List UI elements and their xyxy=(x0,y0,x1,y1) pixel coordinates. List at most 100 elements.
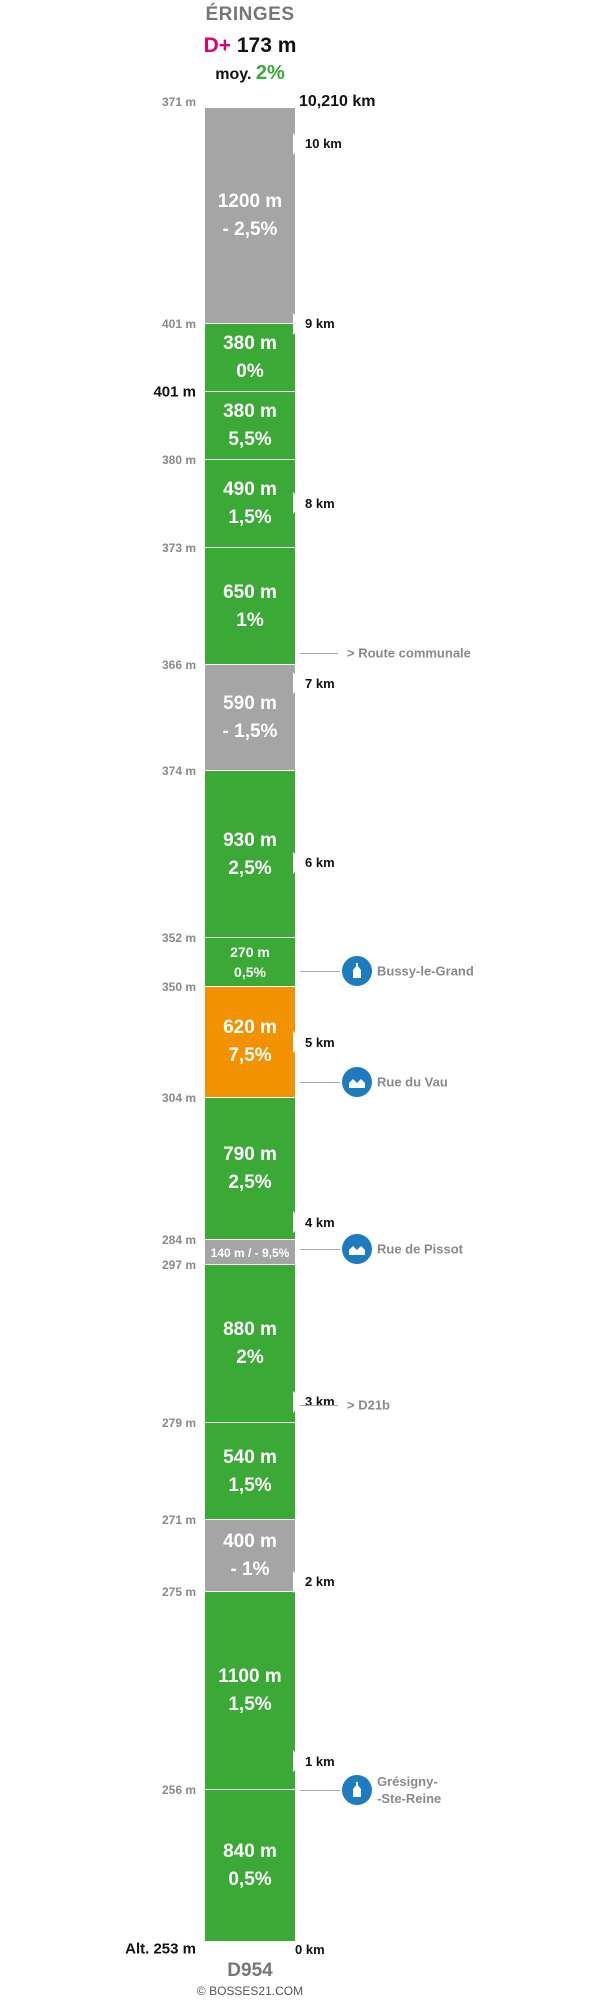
altitude-label: 371 m xyxy=(161,95,196,109)
segment-green: 1100 m 1,5% xyxy=(205,1592,295,1791)
church-icon xyxy=(342,1775,372,1806)
segment-length: 1100 m xyxy=(218,1666,282,1688)
altitude-label: 374 m xyxy=(161,764,196,779)
segment-grade: 0,5% xyxy=(234,964,266,981)
annotation-leader xyxy=(300,1249,340,1251)
segment-green: 650 m 1% xyxy=(205,548,295,666)
altitude-label: 401 m xyxy=(161,316,196,331)
km-label: 1 km xyxy=(305,1753,335,1769)
annotation-label: > Route communale xyxy=(347,645,471,660)
segment-grade: - 1% xyxy=(230,1559,270,1581)
segment-length: 1200 m xyxy=(217,190,283,212)
segment-green: 380 m 5,5% xyxy=(205,391,295,461)
segment-grade: 2,5% xyxy=(228,1172,272,1194)
km-label: 6 km xyxy=(305,855,335,871)
houses-icon xyxy=(342,1067,372,1097)
segment-orange: 620 m 7,5% xyxy=(205,986,295,1099)
km-notch xyxy=(293,1031,303,1054)
altitude-label: 279 m xyxy=(161,1416,196,1431)
altitude-label: 350 m xyxy=(161,979,196,994)
segment-grade: 2,5% xyxy=(228,857,272,879)
segment-grade: 2% xyxy=(236,1347,264,1369)
km-label: 9 km xyxy=(305,316,335,332)
segment-length: 590 m xyxy=(223,693,277,715)
km-marker: 8 km xyxy=(293,492,335,515)
segment-length: 650 m xyxy=(223,581,277,603)
km-marker: 7 km xyxy=(293,672,335,695)
altitude-label: 271 m xyxy=(161,1513,196,1528)
km-label: 0 km xyxy=(295,1941,325,1957)
altitude-label: 366 m xyxy=(161,658,196,673)
credit: © BOSSES21.COM xyxy=(196,1984,304,1998)
segment-green: 270 m 0,5% xyxy=(205,938,295,987)
segment-grey: 1200 m - 2,5% xyxy=(205,108,295,324)
km-notch xyxy=(293,672,303,695)
altitude-label: 284 m xyxy=(161,1233,196,1248)
km-notch xyxy=(293,851,303,874)
altitude-label: 401 m xyxy=(153,383,196,401)
segment-green: 490 m 1,5% xyxy=(205,460,295,549)
altitude-label: 256 m xyxy=(161,1783,196,1798)
km-notch xyxy=(293,1750,303,1773)
km-marker: 9 km xyxy=(293,312,335,335)
segment-grade: 5,5% xyxy=(228,429,272,451)
annotation-label: Rue du Vau xyxy=(377,1074,448,1090)
km-marker: 5 km xyxy=(293,1031,335,1054)
km-label: 8 km xyxy=(305,495,335,511)
km-label: 5 km xyxy=(305,1034,335,1050)
segment-grade: 1,5% xyxy=(228,507,272,529)
avg-value: 2% xyxy=(255,62,285,84)
segment-grey: 590 m - 1,5% xyxy=(205,665,295,772)
km-label: 7 km xyxy=(305,675,335,691)
segment-length: 840 m xyxy=(223,1840,277,1862)
segment-green: 790 m 2,5% xyxy=(205,1098,295,1241)
km-marker: 2 km xyxy=(293,1570,335,1593)
km-marker: 0 km xyxy=(293,1938,325,1960)
km-label: 10 km xyxy=(305,136,342,152)
km-marker: 1 km xyxy=(293,1750,335,1773)
km-marker: 6 km xyxy=(293,851,335,874)
altitude-label: 373 m xyxy=(161,541,196,556)
km-label: 2 km xyxy=(305,1574,335,1590)
houses-icon xyxy=(342,1234,372,1265)
altitude-label: 304 m xyxy=(161,1091,196,1106)
dplus-label: D+ xyxy=(203,34,232,57)
segment-grade: 0% xyxy=(236,360,264,382)
km-notch xyxy=(293,1390,303,1413)
segment-green: 930 m 2,5% xyxy=(205,771,295,939)
segment-length: 380 m xyxy=(223,332,277,354)
segment-length: 540 m xyxy=(223,1446,277,1468)
segment-green: 840 m 0,5% xyxy=(205,1790,295,1941)
segment-length: 270 m xyxy=(230,944,270,961)
annotation-leader xyxy=(300,652,338,654)
annotation-label: > D21b xyxy=(347,1397,390,1413)
annotation-leader xyxy=(300,1405,338,1407)
segment-green: 540 m 1,5% xyxy=(205,1423,295,1521)
total-distance: 10,210 km xyxy=(299,93,376,110)
segment-grade: 1% xyxy=(236,609,264,631)
km-notch xyxy=(293,1211,303,1234)
segment-length: 620 m xyxy=(223,1017,277,1039)
dplus-value: 173 m xyxy=(236,34,297,57)
annotation-label: Grésigny- -Ste-Reine xyxy=(377,1774,442,1807)
km-label: 4 km xyxy=(305,1214,335,1230)
segment-length: 790 m xyxy=(223,1144,277,1166)
altitude-label: 352 m xyxy=(161,931,196,946)
segment-grade: 1,5% xyxy=(228,1474,272,1496)
segment-length: 930 m xyxy=(223,829,277,851)
altitude-label: Alt. 253 m xyxy=(125,1940,196,1958)
km-notch xyxy=(293,492,303,515)
annotation-leader xyxy=(300,1790,340,1792)
elevation-gain: D+ 173 m xyxy=(0,34,500,58)
climb-title: ÉRINGES xyxy=(205,4,295,25)
segment-grade: 1,5% xyxy=(228,1694,272,1716)
segment-grade: 7,5% xyxy=(228,1045,272,1067)
segment-label: 140 m / - 9,5% xyxy=(210,1245,290,1260)
segment-grade: - 1,5% xyxy=(222,721,278,743)
annotation-label: Bussy-le-Grand xyxy=(377,963,474,979)
altitude-label: 380 m xyxy=(161,453,196,468)
